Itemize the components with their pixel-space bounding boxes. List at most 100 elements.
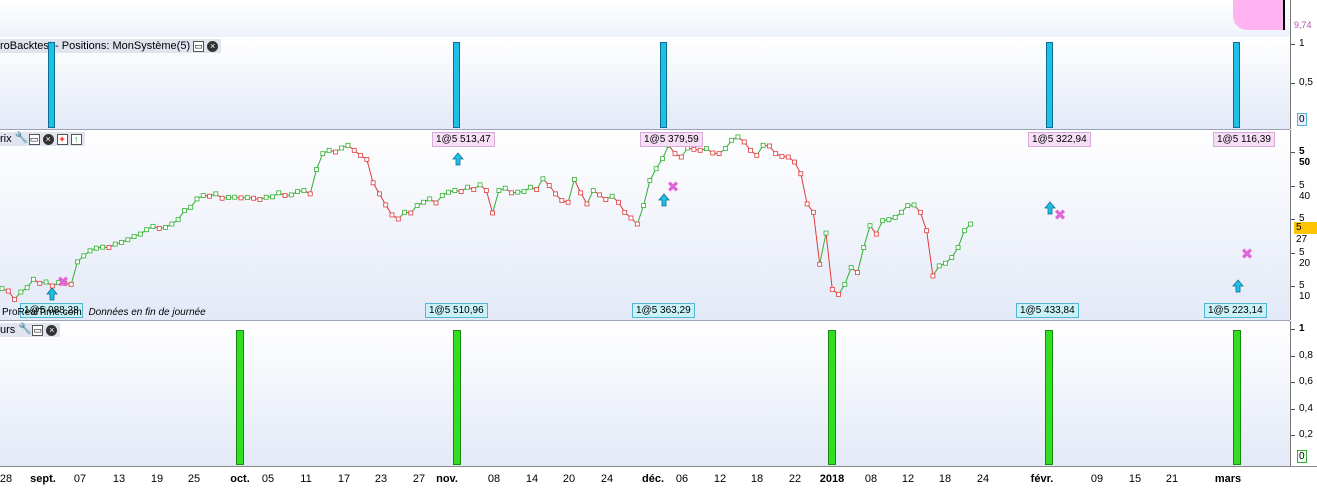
bars-y-axis: 1 0,8 0,6 0,4 0,2 0 xyxy=(1290,321,1317,466)
price-point xyxy=(660,157,664,161)
price-point xyxy=(239,196,243,200)
price-y-label: 5 40 xyxy=(1299,180,1317,202)
price-point xyxy=(472,188,476,192)
price-point xyxy=(503,186,507,190)
position-bar xyxy=(660,42,667,128)
price-point xyxy=(623,210,627,214)
x-axis-label: mars xyxy=(1215,473,1241,485)
price-segment xyxy=(637,206,643,224)
trade-label-bottom: 1@5 363,29 xyxy=(632,303,695,318)
price-point xyxy=(874,232,878,236)
price-panel: rix 🔧 ▭ × + ↑ ✖✖✖✖ 1@5 513,47 1@5 379,59… xyxy=(0,130,1290,321)
wrench-icon[interactable]: 🔧 xyxy=(18,325,29,336)
price-point xyxy=(629,216,633,220)
price-point xyxy=(302,189,306,193)
price-segment xyxy=(801,174,807,204)
price-point xyxy=(327,148,331,152)
maximize-icon[interactable]: ▭ xyxy=(32,325,43,336)
x-axis-label: 09 xyxy=(1091,473,1103,485)
signal-bar xyxy=(828,330,836,465)
signal-bar xyxy=(453,330,461,465)
positions-zero-label: 0 xyxy=(1297,113,1307,126)
price-point xyxy=(233,195,237,199)
close-icon[interactable]: × xyxy=(207,41,218,52)
footer-brand: ProRealTime.com xyxy=(2,307,82,318)
x-axis-label: 11 xyxy=(300,473,311,485)
price-segment xyxy=(367,159,373,182)
price-point xyxy=(755,153,759,157)
entry-arrow-icon xyxy=(1233,280,1243,292)
price-point xyxy=(673,152,677,156)
x-axis-label: 12 xyxy=(714,473,726,485)
x-axis-label: 28 xyxy=(0,473,12,485)
maximize-icon[interactable]: ▭ xyxy=(193,41,204,52)
price-y-label: 5 10 xyxy=(1299,280,1317,302)
price-point xyxy=(730,138,734,142)
x-axis-label: 27 xyxy=(413,473,425,485)
position-bar xyxy=(1233,42,1240,128)
price-point xyxy=(176,218,180,222)
x-axis-label: 18 xyxy=(939,473,951,485)
price-point xyxy=(950,256,954,260)
price-point xyxy=(717,152,721,156)
price-segment xyxy=(813,212,819,264)
close-icon[interactable]: × xyxy=(46,325,57,336)
price-point xyxy=(868,224,872,228)
price-point xyxy=(780,154,784,158)
bars-panel-title[interactable]: urs 🔧 ▭ × xyxy=(0,323,60,337)
price-point xyxy=(572,177,576,181)
x-axis-label: 08 xyxy=(488,473,500,485)
trade-label-bottom: 1@5 433,84 xyxy=(1016,303,1079,318)
price-point xyxy=(220,196,224,200)
price-point xyxy=(497,189,501,193)
price-point xyxy=(352,148,356,152)
price-point xyxy=(19,290,23,294)
x-axis-label: 07 xyxy=(74,473,86,485)
pink-area-shape xyxy=(1233,0,1285,30)
price-chart: ✖✖✖✖ xyxy=(0,130,1290,320)
x-axis-label: 08 xyxy=(865,473,877,485)
price-point xyxy=(283,194,287,198)
price-point xyxy=(818,262,822,266)
price-point xyxy=(333,150,337,154)
price-point xyxy=(698,148,702,152)
price-segment xyxy=(568,179,574,202)
price-point xyxy=(906,204,910,208)
position-bar xyxy=(48,42,55,128)
trade-label-top: 1@5 379,59 xyxy=(640,132,703,147)
price-point xyxy=(359,153,363,157)
price-point xyxy=(560,199,564,203)
price-segment xyxy=(958,231,964,248)
price-point xyxy=(654,167,658,171)
price-point xyxy=(113,242,117,246)
x-axis-label: sept. xyxy=(30,473,56,485)
price-point xyxy=(679,155,683,159)
price-point xyxy=(132,234,136,238)
price-point xyxy=(887,218,891,222)
price-point xyxy=(126,238,130,242)
bars-y-label: 0,2 xyxy=(1299,429,1313,440)
price-point xyxy=(793,160,797,164)
price-segment xyxy=(820,233,826,264)
positions-panel-title[interactable]: roBacktest - Positions: MonSystème(5) ▭ … xyxy=(0,39,221,53)
price-point xyxy=(69,282,73,286)
price-point xyxy=(270,195,274,199)
price-point xyxy=(642,204,646,208)
x-axis-label: déc. xyxy=(642,473,664,485)
price-point xyxy=(648,178,652,182)
price-point xyxy=(937,264,941,268)
price-point xyxy=(107,245,111,249)
price-point xyxy=(566,200,570,204)
price-point xyxy=(610,194,614,198)
price-point xyxy=(616,200,620,204)
trade-label-top: 1@5 116,39 xyxy=(1213,132,1275,147)
price-point xyxy=(749,148,753,152)
price-point xyxy=(899,210,903,214)
price-point xyxy=(944,261,948,265)
x-axis-label: 17 xyxy=(338,473,350,485)
exit-cross-icon: ✖ xyxy=(667,178,680,196)
price-point xyxy=(956,245,960,249)
price-point xyxy=(289,193,293,197)
price-point xyxy=(535,188,539,192)
price-point xyxy=(723,147,727,151)
